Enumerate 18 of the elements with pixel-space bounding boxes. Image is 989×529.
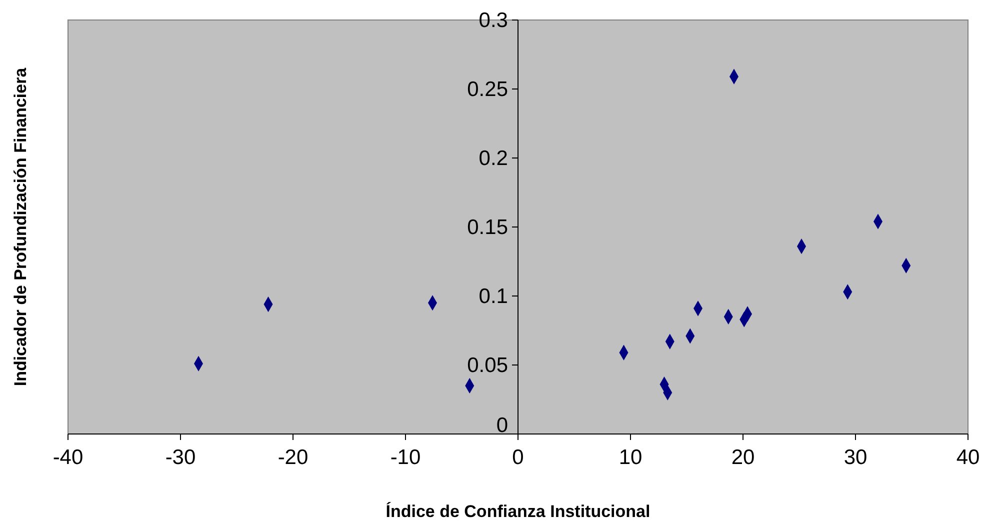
x-tick-label: -20 (278, 446, 308, 469)
y-tick-label: 0.25 (467, 78, 508, 101)
x-tick-label: 20 (731, 446, 755, 469)
x-tick-label: 30 (844, 446, 868, 469)
x-tick-label: -30 (165, 446, 196, 469)
x-tick-label: 40 (956, 446, 980, 469)
x-axis-title: Índice de Confianza Institucional (386, 501, 650, 521)
x-tick-label: -10 (390, 446, 421, 469)
x-tick-label: 10 (618, 446, 642, 469)
y-tick-label: 0.05 (467, 354, 508, 377)
y-tick-label: 0.3 (478, 9, 508, 32)
x-tick-label: -40 (52, 446, 84, 469)
y-tick-label: 0.15 (467, 216, 508, 239)
x-tick-label: 0 (512, 446, 524, 469)
y-tick-label: 0 (496, 414, 508, 437)
y-tick-label: 0.1 (478, 285, 508, 308)
y-tick-label: 0.2 (478, 147, 508, 170)
y-axis-title: Indicador de Profundización Financiera (11, 67, 30, 386)
